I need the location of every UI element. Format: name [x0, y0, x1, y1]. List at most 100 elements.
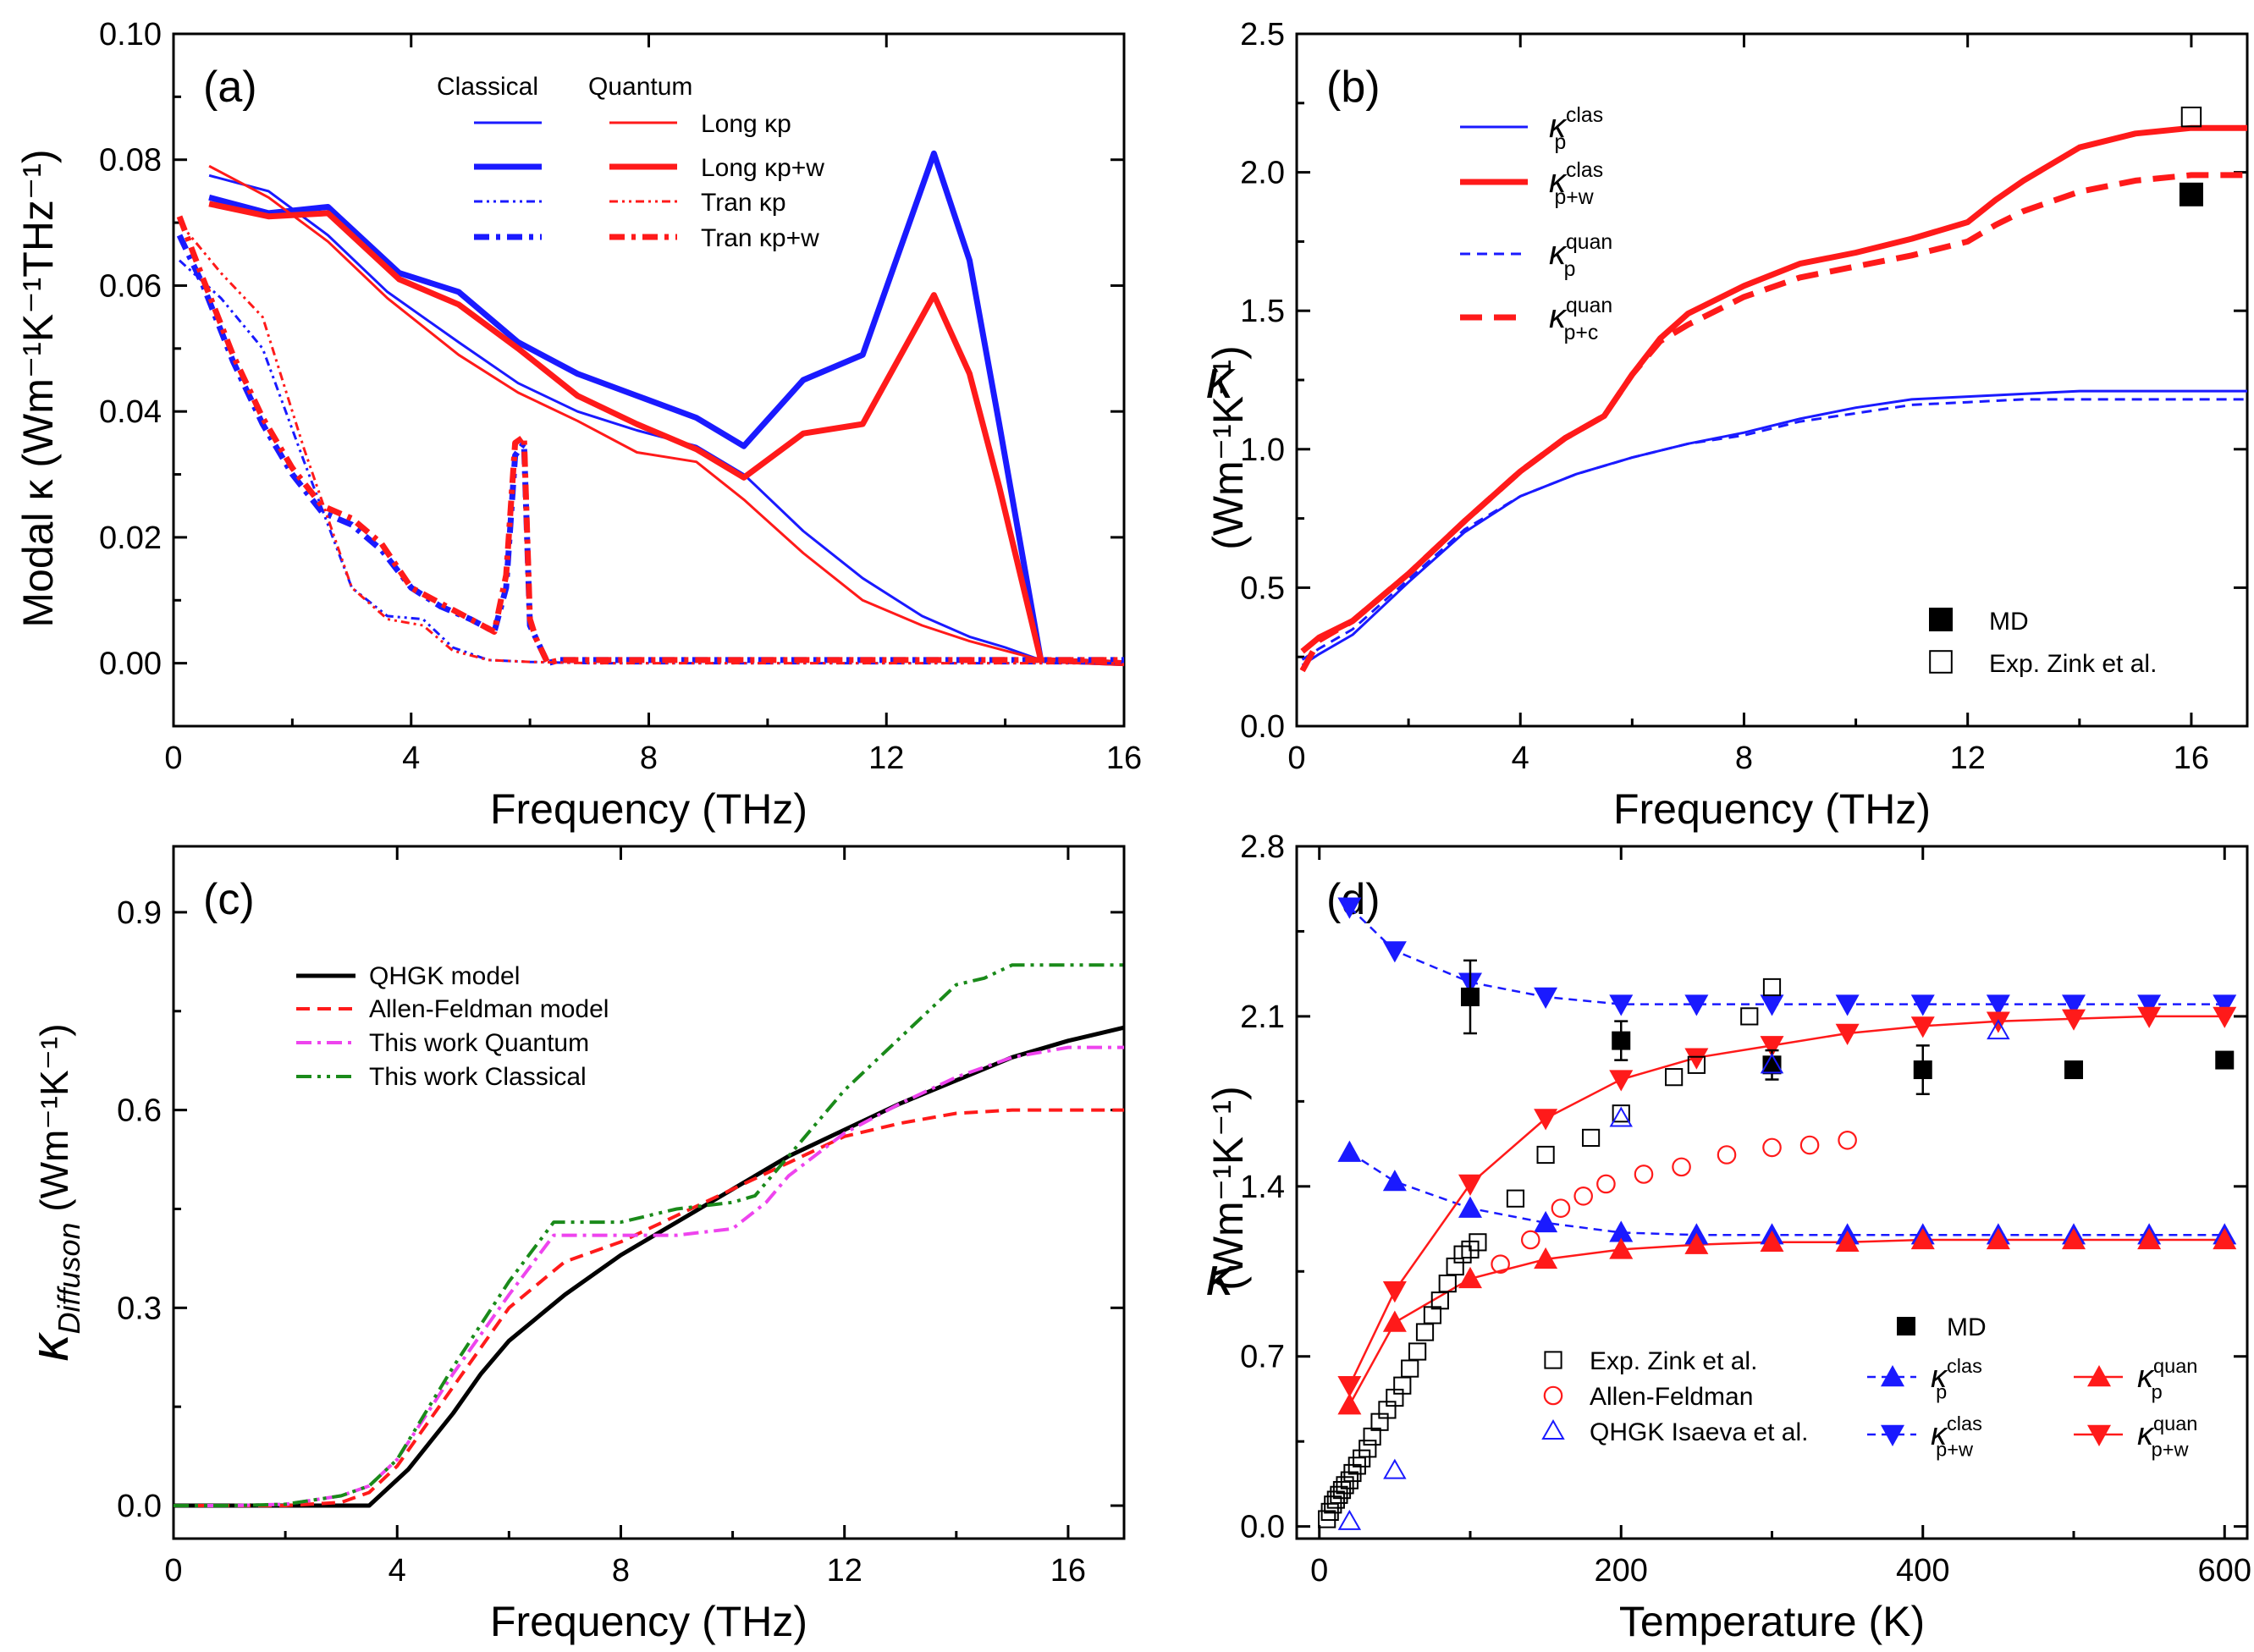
- x-tick-label: 8: [1735, 741, 1753, 776]
- y-axis-label: κDiffuson (Wm⁻¹K⁻¹): [19, 1023, 86, 1361]
- legend-label: QHGK model: [369, 962, 520, 990]
- x-tick-label: 0: [164, 1553, 182, 1589]
- legend-label-md: MD: [1989, 608, 2029, 636]
- y-tick-label: 0.0: [1240, 1510, 1285, 1545]
- x-tick-label: 4: [1512, 741, 1529, 776]
- data-point-triangle-down: [1760, 994, 1784, 1016]
- y-tick-label: 0.06: [99, 268, 162, 304]
- legend-label: This work Classical: [369, 1063, 587, 1091]
- data-point-triangle-up: [1534, 1247, 1558, 1269]
- legend-label: Tran κp: [701, 189, 786, 217]
- data-point-triangle-down: [2062, 994, 2086, 1016]
- data-point-open-square: [1330, 1485, 1348, 1504]
- legend-label-md: MD: [1947, 1313, 1987, 1341]
- data-point-open-circle: [1573, 1187, 1593, 1206]
- data-point-open-square: [1415, 1323, 1435, 1341]
- data-point-open-circle: [1543, 1385, 1563, 1406]
- data-point-triangle-down: [1760, 1036, 1784, 1058]
- data-point-open-square: [1544, 1351, 1562, 1369]
- data-point-open-circle: [1717, 1145, 1737, 1165]
- x-tick-label: 16: [2174, 741, 2209, 776]
- data-point-triangle-down: [1684, 1048, 1709, 1070]
- data-point-triangle-up: [2087, 1365, 2111, 1387]
- panel-label: (b): [1326, 63, 1381, 112]
- series-line: [208, 164, 1124, 665]
- y-tick-label: 2.0: [1240, 156, 1285, 191]
- x-tick-label: 8: [612, 1553, 630, 1589]
- data-point-triangle-down: [1684, 994, 1709, 1016]
- x-tick-label: 0: [1310, 1553, 1328, 1589]
- y-tick-label: 1.0: [1240, 432, 1285, 468]
- legend-label: QHGK Isaeva et al.: [1590, 1418, 1808, 1446]
- y-tick-label: 0.08: [99, 143, 162, 179]
- data-point-open-square: [1506, 1189, 1525, 1208]
- data-point-open-square: [1353, 1449, 1371, 1468]
- data-point-triangle-down: [1609, 994, 1634, 1016]
- data-point-triangle-down: [1337, 897, 1362, 919]
- y-axis-label-kappa: κ: [1206, 349, 1236, 410]
- data-point-open-triangle: [1337, 1509, 1362, 1530]
- y-tick-label: 0.0: [117, 1489, 162, 1524]
- panel-b: 0 4 8 12 16 0.0 0.5 1.0 1.5 2.0 2.5 Frequency (THz)…: [1204, 17, 2249, 833]
- y-tick-label: 0.0: [1240, 709, 1285, 745]
- series-line: [176, 215, 1124, 667]
- data-point-triangle-down: [1910, 1016, 1935, 1038]
- legend-header-quantum: Quantum: [588, 73, 692, 101]
- legend-label: κclas p+w: [1931, 1412, 1982, 1460]
- x-tick-label: 12: [827, 1553, 862, 1589]
- data-point-md: [1460, 987, 1480, 1006]
- data-point-triangle-up: [1382, 1310, 1407, 1332]
- legend-label: Long κp+w: [701, 154, 824, 182]
- series-line: [174, 963, 1124, 1507]
- data-point-open-circle: [1491, 1254, 1510, 1274]
- legend-label: κclas p: [1549, 104, 1603, 154]
- data-point-triangle-down: [1382, 941, 1407, 963]
- data-point-triangle-up: [1337, 1140, 1362, 1162]
- data-point-triangle-down: [1910, 994, 1935, 1016]
- data-point-open-square: [1612, 1104, 1630, 1123]
- data-point-triangle-down: [1881, 1424, 1904, 1446]
- legend-label: Allen-Feldman: [1590, 1383, 1753, 1411]
- data-point-open-square: [1326, 1490, 1345, 1509]
- y-tick-label: 0.5: [1240, 570, 1285, 606]
- data-point-open-square: [2180, 106, 2202, 128]
- series-line: [1348, 906, 2225, 1005]
- y-tick-label: 1.4: [1240, 1170, 1285, 1205]
- data-point-triangle-down: [2062, 1009, 2086, 1031]
- x-axis-label: Frequency (THz): [490, 1598, 807, 1645]
- x-axis-label: Temperature (K): [1619, 1598, 1925, 1645]
- data-point-open-circle: [1634, 1165, 1654, 1184]
- data-point-open-square: [1581, 1128, 1601, 1148]
- data-point-triangle-down: [2213, 1006, 2237, 1028]
- series-line: [1301, 398, 2247, 661]
- legend-label: Tran κp+w: [701, 224, 819, 252]
- data-point-open-square: [1469, 1233, 1487, 1252]
- series-line: [176, 234, 1124, 667]
- data-point-md: [1897, 1317, 1915, 1335]
- x-tick-label: 200: [1595, 1553, 1648, 1589]
- x-axis-label: Frequency (THz): [1613, 785, 1931, 833]
- legend-label: κquan p: [1549, 231, 1612, 281]
- data-point-triangle-up: [2213, 1227, 2237, 1250]
- legend-label: Allen-Feldman model: [369, 995, 609, 1023]
- data-point-triangle-down: [2213, 994, 2237, 1016]
- data-point-triangle-up: [1337, 1393, 1362, 1415]
- data-point-triangle-up: [1881, 1365, 1904, 1387]
- data-point-open-square: [1740, 1007, 1759, 1026]
- legend-label: κquan p+c: [1549, 295, 1612, 344]
- data-point-open-square: [1324, 1495, 1342, 1514]
- data-point-md: [1612, 1031, 1631, 1050]
- data-point-open-square: [1929, 650, 1953, 674]
- legend: QHGK model Allen-Feldman model This work Q…: [296, 962, 609, 1091]
- data-point-triangle-up: [1534, 1210, 1558, 1233]
- series-line: [174, 1108, 1124, 1507]
- data-point-triangle-down: [1534, 1109, 1558, 1131]
- legend-label: κclas p: [1931, 1355, 1982, 1402]
- x-tick-label: 12: [868, 741, 904, 776]
- x-tick-label: 8: [640, 741, 658, 776]
- series-line: [174, 1025, 1124, 1508]
- data-point-md: [2179, 182, 2203, 206]
- y-tick-label: 2.1: [1240, 999, 1285, 1035]
